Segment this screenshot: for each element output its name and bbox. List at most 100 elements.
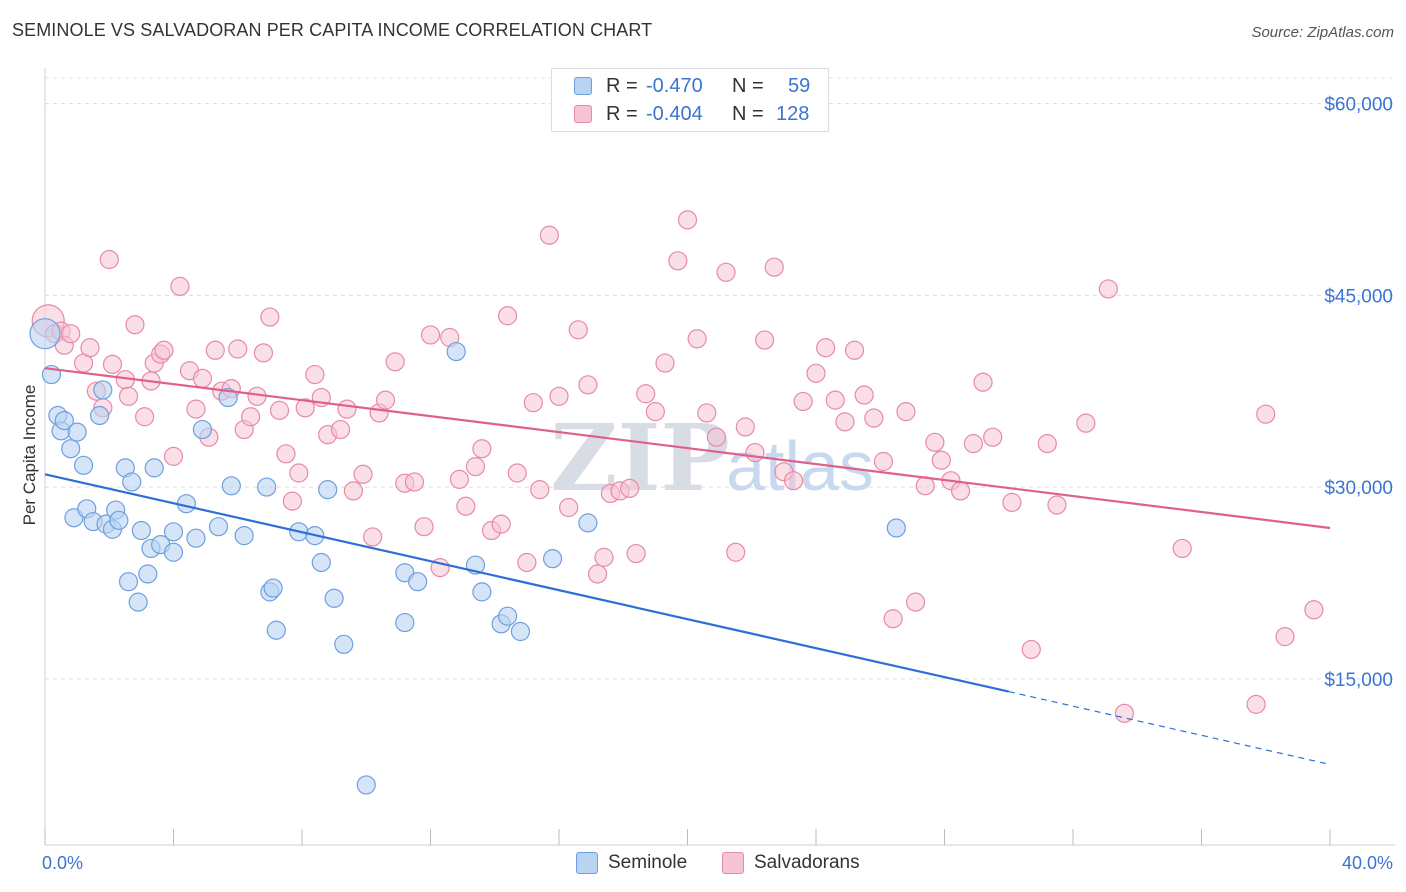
seminole-point — [395, 612, 415, 633]
salvadoran-point — [636, 384, 656, 404]
salvadoran-point — [1114, 703, 1135, 723]
legend-n-label: N = — [732, 102, 764, 125]
salvadorans-legend-label: Salvadorans — [754, 852, 860, 873]
seminole-point — [234, 526, 254, 546]
seminole-point — [54, 410, 74, 431]
salvadoran-point — [102, 354, 123, 374]
seminole-points — [29, 318, 906, 795]
seminole-point — [221, 476, 241, 496]
salvadoran-point — [925, 432, 945, 452]
seminole-point — [144, 458, 164, 478]
seminole-point — [163, 542, 184, 562]
salvadoran-point — [835, 412, 855, 432]
salvadoran-point — [687, 329, 707, 349]
seminole-trend-extension — [1008, 691, 1331, 766]
salvadoran-point — [864, 408, 884, 428]
seminole-point — [266, 620, 286, 640]
salvadoran-point — [449, 469, 470, 489]
salvadoran-point — [1304, 600, 1324, 620]
correlation-legend: R = -0.470 N = 59 R = -0.404 N = 128 — [551, 68, 829, 132]
salvadoran-point — [655, 353, 675, 373]
seminole-point — [186, 528, 206, 548]
salvadoran-point — [465, 457, 486, 477]
salvadoran-point — [697, 403, 717, 423]
seminole-legend-swatch — [576, 852, 598, 874]
salvadoran-point — [950, 481, 971, 501]
salvadoran-point — [289, 463, 309, 483]
salvadoran-point — [883, 609, 903, 629]
seminole-point — [472, 582, 492, 602]
salvadoran-point — [854, 385, 874, 405]
salvadoran-point — [498, 306, 518, 326]
watermark-zip: ZIP — [550, 404, 729, 512]
salvadoran-point — [1021, 639, 1041, 660]
seminole-point — [93, 380, 113, 400]
seminole-point — [73, 455, 94, 475]
salvadoran-point — [295, 398, 315, 418]
salvadoran-point — [793, 391, 813, 412]
salvadoran-point — [456, 496, 476, 516]
salvadoran-point — [305, 364, 325, 385]
salvadoran-point — [154, 340, 174, 360]
salvadoran-point — [559, 497, 579, 518]
seminole-point — [257, 477, 277, 497]
axes — [44, 68, 1395, 846]
seminole-point — [324, 588, 344, 608]
seminole-point — [263, 578, 283, 598]
salvadoran-point — [825, 390, 845, 410]
x-tick-labels: 0.0% 40.0% — [42, 853, 1393, 873]
seminole-swatch — [574, 77, 592, 95]
seminole-point — [109, 510, 129, 530]
y-tick-labels: $15,000 $30,000 $45,000 $60,000 — [1324, 95, 1393, 691]
seminole-point — [138, 564, 158, 584]
salvadoran-point — [754, 330, 775, 350]
salvadoran-point — [1246, 694, 1266, 714]
salvadoran-point — [517, 552, 537, 573]
seminole-point — [67, 422, 87, 442]
salvadoran-point — [337, 399, 357, 419]
salvadoran-point — [330, 419, 351, 440]
salvadoran-point — [491, 514, 511, 534]
legend-r-label: R = — [606, 74, 638, 97]
salvadoran-point — [620, 478, 640, 498]
legend-n-value-salvadoran: 128 — [776, 102, 810, 125]
salvadoran-points — [31, 210, 1324, 723]
seminole-point — [122, 472, 142, 492]
salvadoran-point — [578, 375, 598, 395]
salvadoran-point — [205, 340, 225, 360]
salvadoran-point — [806, 363, 826, 383]
legend-row-salvadoran: R = -0.404 N = 128 — [574, 101, 809, 127]
salvadoran-point — [668, 251, 688, 271]
salvadoran-point — [539, 225, 559, 245]
legend-r-value-salvadoran: -0.404 — [646, 102, 703, 125]
salvadoran-point — [726, 542, 746, 562]
salvadoran-point — [118, 386, 139, 406]
seminole-point — [542, 549, 563, 569]
seminole-point — [446, 341, 466, 362]
bottom-legend-salvadorans[interactable]: Salvadorans — [722, 852, 860, 874]
salvadoran-point — [645, 402, 665, 422]
salvadoran-point — [523, 393, 543, 413]
salvadoran-legend-swatch — [722, 852, 744, 874]
salvadoran-point — [549, 386, 569, 406]
salvadoran-point — [375, 390, 396, 410]
salvadoran-point — [745, 442, 765, 463]
salvadoran-point — [735, 417, 755, 437]
seminole-point — [334, 634, 354, 654]
salvadoran-point — [973, 372, 993, 392]
salvadoran-point — [764, 257, 784, 277]
salvadoran-point — [163, 446, 184, 466]
salvadoran-point — [414, 517, 434, 537]
seminole-point — [163, 522, 184, 542]
salvadoran-point — [1047, 495, 1067, 515]
seminole-point — [118, 572, 139, 592]
salvadoran-point — [931, 450, 951, 470]
y-tick-label: $45,000 — [1324, 286, 1393, 307]
seminole-point — [128, 592, 148, 612]
seminole-point — [192, 419, 213, 440]
salvadoran-point — [241, 407, 261, 427]
salvadoran-point — [353, 464, 373, 484]
salvadoran-point — [125, 315, 145, 335]
bottom-legend-seminole[interactable]: Seminole — [576, 852, 687, 874]
